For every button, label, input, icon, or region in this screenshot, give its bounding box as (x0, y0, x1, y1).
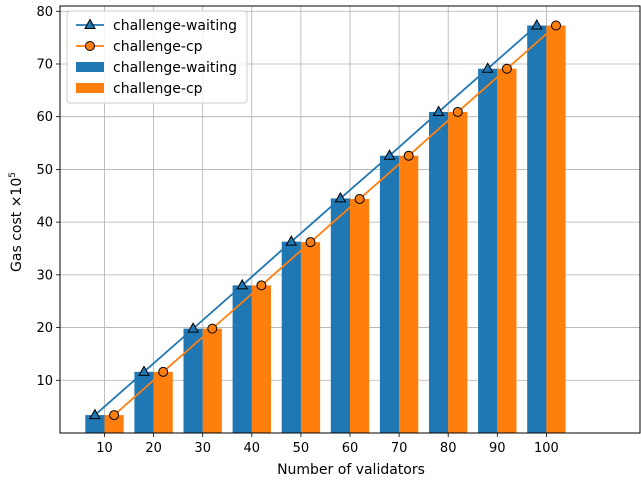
y-tick-label: 30 (36, 268, 53, 283)
point-challenge-cp (403, 150, 414, 161)
bar-challenge-cp (153, 371, 173, 433)
x-tick-label: 70 (391, 441, 408, 456)
bar-challenge-cp (350, 198, 370, 433)
bar-challenge-cp (300, 242, 321, 433)
point-challenge-cp (354, 193, 365, 204)
bar-challenge-waiting (183, 328, 203, 433)
legend-swatch-challenge-waiting (76, 62, 104, 72)
y-axis-label: Gas cost ×105 (8, 172, 25, 272)
point-challenge-cp (452, 106, 463, 117)
point-challenge-cp (501, 63, 512, 74)
legend-label: challenge-cp (113, 39, 203, 55)
y-tick-label: 40 (36, 216, 53, 231)
x-tick-label: 20 (145, 441, 162, 456)
x-tick-label: 60 (342, 441, 359, 456)
x-axis-label: Number of validators (277, 462, 425, 478)
bar-challenge-waiting (429, 111, 449, 433)
line-challenge-cp (113, 24, 557, 416)
y-tick-label: 10 (36, 374, 53, 389)
point-challenge-cp (305, 237, 316, 248)
point-challenge-cp (158, 366, 169, 377)
y-tick-label: 50 (36, 163, 53, 178)
legend-label: challenge-cp (113, 81, 203, 97)
legend-marker-challenge-cp (85, 41, 95, 51)
line-challenge-waiting (94, 24, 538, 416)
bar-challenge-waiting (527, 25, 547, 433)
bar-challenge-cp (448, 111, 468, 433)
y-axis-label-text: Gas cost ×10 (9, 178, 25, 272)
bar-challenge-waiting (85, 415, 105, 433)
point-challenge-cp (551, 20, 561, 31)
y-axis-label-exponent: 5 (8, 172, 18, 178)
lines (89, 18, 561, 421)
bar-challenge-waiting (379, 155, 400, 434)
bar-challenge-cp (104, 415, 124, 433)
bar-challenge-waiting (281, 241, 301, 433)
bar-challenge-waiting (134, 371, 154, 433)
point-challenge-waiting (481, 62, 494, 73)
legend-label: challenge-waiting (113, 18, 237, 34)
x-tick-label: 90 (489, 441, 506, 456)
point-challenge-waiting (236, 278, 249, 290)
legend-swatch-challenge-cp (76, 83, 104, 93)
legend-box (66, 10, 248, 104)
point-challenge-waiting (334, 191, 347, 203)
x-tick-label: 30 (194, 441, 211, 456)
point-challenge-cp (109, 410, 120, 421)
legend-label: challenge-waiting (113, 60, 237, 76)
point-challenge-cp (207, 323, 218, 334)
y-ticks: 10 20 30 40 50 60 70 80 (36, 5, 60, 389)
point-challenge-waiting (138, 365, 150, 376)
point-challenge-waiting (285, 235, 298, 246)
y-tick-label: 70 (36, 57, 53, 72)
bar-challenge-cp (399, 155, 419, 434)
point-challenge-waiting (432, 105, 445, 116)
bar-challenge-cp (251, 285, 271, 433)
legend-marker-challenge-waiting (84, 18, 96, 29)
bar-challenge-waiting (232, 285, 252, 433)
point-challenge-waiting (383, 149, 396, 160)
x-ticks: 10 20 30 40 50 60 70 80 90 100 (96, 433, 559, 456)
bar-challenge-cp (202, 328, 222, 433)
bar-challenge-cp (546, 25, 566, 433)
x-tick-label: 100 (534, 441, 559, 456)
x-tick-label: 10 (96, 441, 113, 456)
point-challenge-waiting (187, 322, 199, 333)
y-tick-label: 20 (36, 321, 53, 336)
point-challenge-waiting (530, 18, 543, 30)
y-tick-label: 80 (36, 5, 53, 20)
y-tick-label: 60 (36, 110, 53, 125)
bar-challenge-cp (497, 68, 517, 433)
bars (85, 25, 566, 434)
legend: challenge-waiting challenge-cp challenge-w… (66, 10, 248, 104)
x-tick-label: 40 (244, 441, 261, 456)
bar-challenge-waiting (330, 198, 350, 433)
x-tick-label: 50 (293, 441, 310, 456)
x-tick-label: 80 (440, 441, 457, 456)
bar-challenge-waiting (478, 68, 498, 433)
point-challenge-cp (256, 280, 267, 291)
point-challenge-waiting (89, 408, 101, 420)
